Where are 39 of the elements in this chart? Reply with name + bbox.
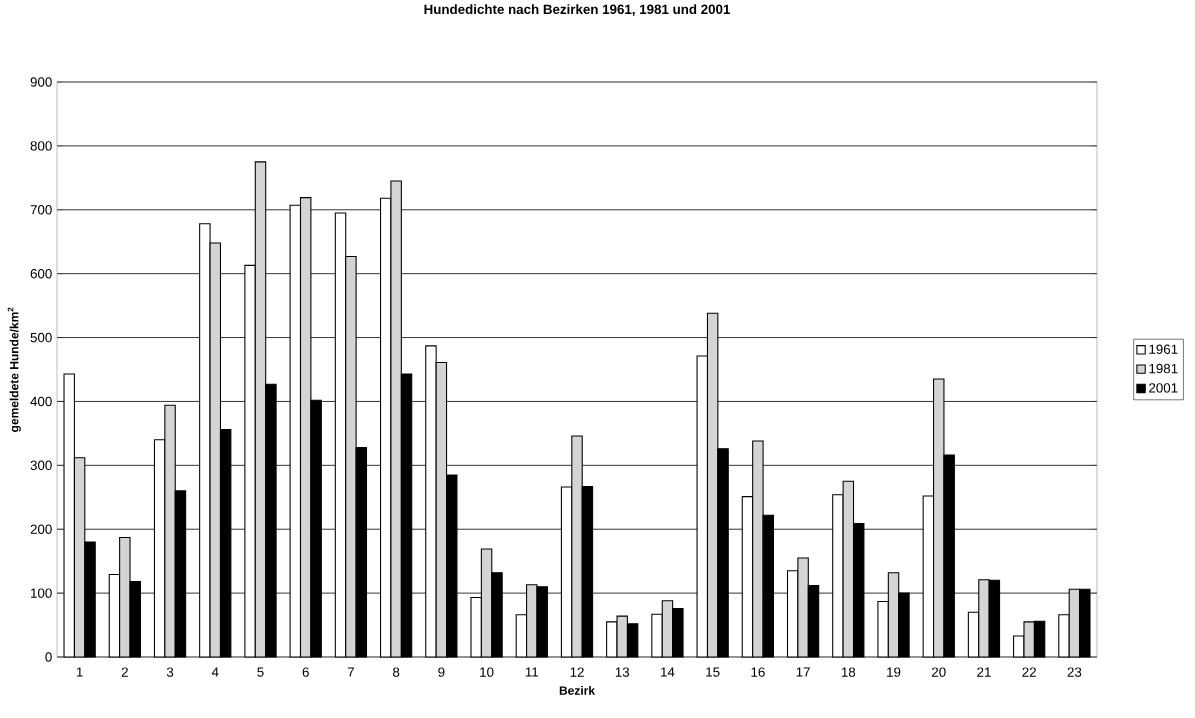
x-tick-label: 19	[887, 667, 901, 677]
y-axis-title: gemeldete Hunde/km$^{2}$	[7, 307, 21, 432]
legend-label: 1981	[1149, 363, 1178, 374]
x-tick-label: 4	[211, 667, 219, 677]
y-tick-label: 500	[30, 332, 52, 343]
y-tick-label: 100	[31, 588, 52, 598]
x-tick-label: 21	[977, 667, 991, 677]
x-axis-title: Bezirk	[559, 685, 596, 695]
x-tick-label: 22	[1022, 667, 1036, 677]
y-tick-label: 800	[30, 141, 52, 151]
y-tick-label: 200	[30, 524, 52, 534]
y-tick-label: 300	[30, 460, 52, 471]
y-tick-label: 0	[45, 652, 52, 662]
x-tick-label: 18	[841, 667, 856, 677]
x-tick-label: 10	[480, 667, 494, 677]
x-tick-label: 11	[525, 667, 539, 677]
y-tick-label: 400	[30, 396, 52, 407]
legend-label: 2001	[1149, 383, 1178, 393]
x-tick-label: 6	[302, 667, 309, 677]
y-tick-label: 700	[30, 205, 52, 215]
chart-title: Hundedichte nach Bezirken 1961, 1981 und 2001	[424, 4, 730, 16]
x-tick-label: 23	[1067, 667, 1082, 677]
x-tick-label: 12	[570, 667, 584, 677]
x-tick-label: 15	[706, 667, 720, 677]
y-tick-label: 900	[30, 77, 52, 87]
x-tick-label: 16	[751, 667, 765, 677]
x-tick-label: 9	[438, 667, 445, 677]
x-tick-label: 7	[347, 667, 354, 677]
x-tick-label: 14	[661, 667, 675, 677]
x-tick-label: 17	[796, 667, 810, 677]
x-tick-label: 1	[76, 667, 83, 677]
x-tick-label: 8	[393, 667, 400, 677]
legend-label: 1961	[1149, 344, 1178, 354]
y-tick-label: 600	[30, 268, 52, 279]
x-tick-label: 3	[166, 667, 174, 677]
x-tick-label: 13	[615, 667, 630, 677]
x-tick-label: 20	[932, 667, 946, 677]
x-tick-label: 5	[257, 667, 264, 677]
x-tick-label: 2	[121, 667, 128, 677]
